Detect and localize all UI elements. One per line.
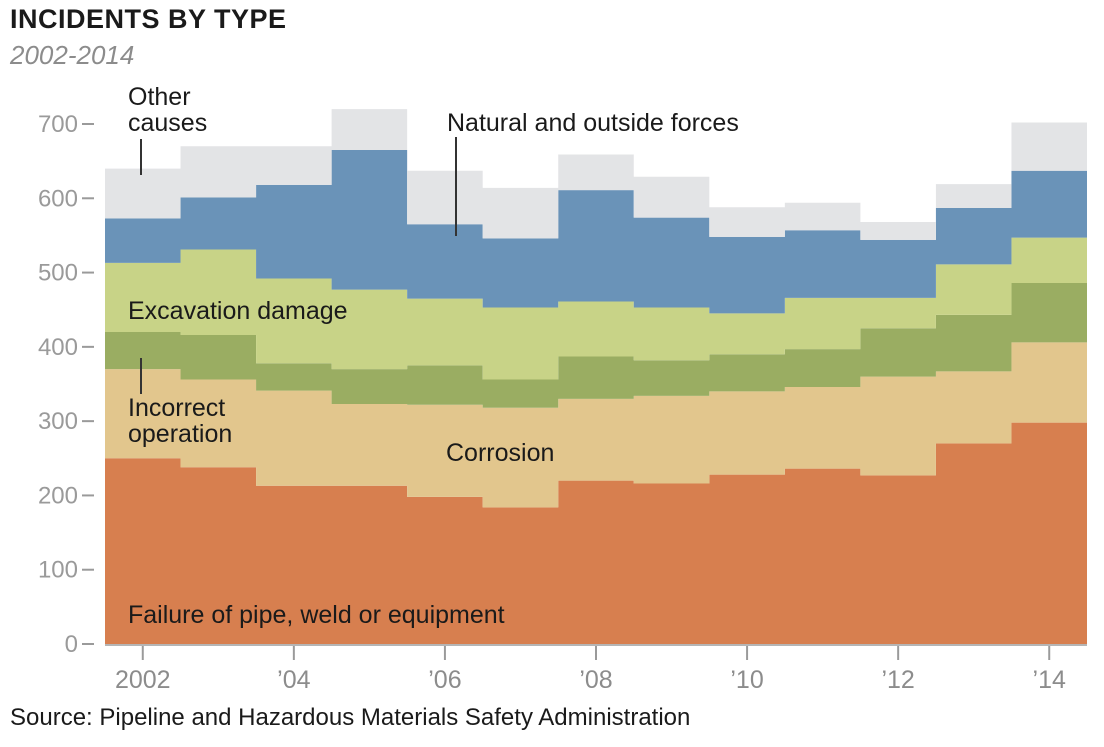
chart-subtitle: 2002-2014 xyxy=(10,40,135,70)
y-tick-label: 300 xyxy=(38,408,78,435)
area-series-failure-of-pipe-weld-or-equipment xyxy=(105,422,1087,644)
label-other-causes: Other causes xyxy=(128,83,207,137)
stacked-area-chart: 0 100 200 300 400 500 600 700 2002 ’04 ’06 ’08 ’10 ’1… xyxy=(38,83,1087,694)
area-series-excavation-damage xyxy=(105,237,1087,380)
label-corrosion: Corrosion xyxy=(446,439,554,467)
y-tick-label: 400 xyxy=(38,334,78,361)
source-note: Source: Pipeline and Hazardous Materials… xyxy=(10,704,691,731)
area-series-corrosion xyxy=(105,342,1087,508)
x-tick-label: ’12 xyxy=(881,666,914,694)
x-tick-label: ’06 xyxy=(428,666,461,694)
y-tick-label: 600 xyxy=(38,185,78,212)
area-series-natural-and-outside-forces xyxy=(105,150,1087,314)
x-tick-label: 2002 xyxy=(115,666,171,694)
y-tick-label: 100 xyxy=(38,557,78,584)
label-failure-pipe-weld-equipment: Failure of pipe, weld or equipment xyxy=(128,601,505,629)
chart-areas xyxy=(105,109,1087,644)
x-tick-label: ’08 xyxy=(579,666,612,694)
y-tick-label: 500 xyxy=(38,260,78,287)
chart-axes: 0 100 200 300 400 500 600 700 2002 ’04 ’06 ’08 ’10 ’1… xyxy=(38,111,1087,694)
area-series-other-causes xyxy=(105,109,1087,240)
label-excavation-damage: Excavation damage xyxy=(128,297,348,325)
y-tick-label: 200 xyxy=(38,482,78,509)
label-incorrect-operation: Incorrect operation xyxy=(128,394,232,448)
label-natural-outside-forces: Natural and outside forces xyxy=(447,109,739,137)
x-tick-label: ’14 xyxy=(1033,666,1066,694)
y-tick-label: 700 xyxy=(38,111,78,138)
chart-annotations: Other causes Natural and outside forces Exc… xyxy=(128,83,739,629)
y-tick-label: 0 xyxy=(65,631,78,658)
x-tick-label: ’04 xyxy=(277,666,310,694)
x-tick-label: ’10 xyxy=(730,666,763,694)
area-series-incorrect-operation xyxy=(105,282,1087,408)
chart-title: INCIDENTS BY TYPE xyxy=(10,4,287,34)
